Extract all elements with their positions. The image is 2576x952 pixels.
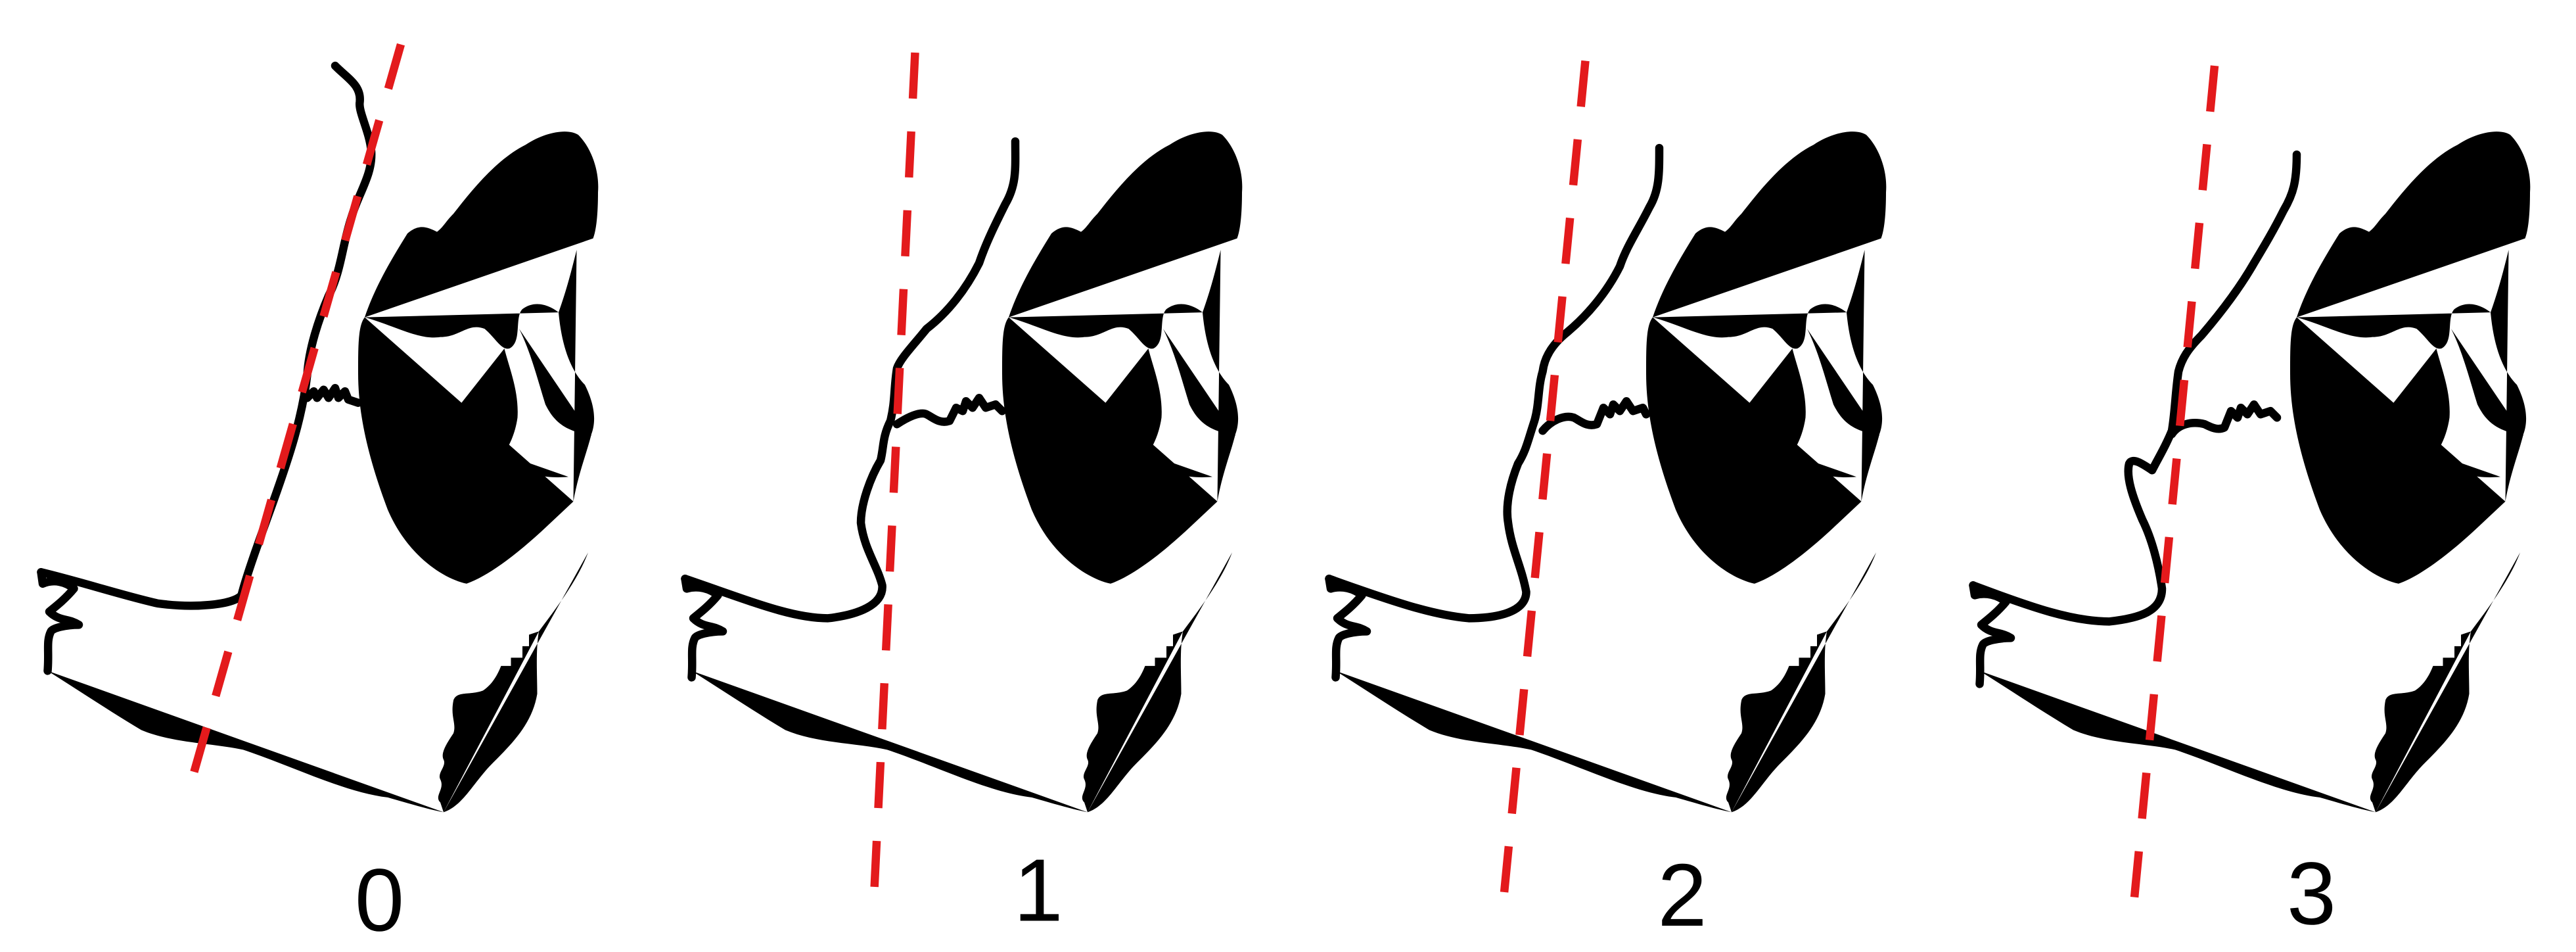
- panel-2-label: 2: [1657, 845, 1707, 945]
- panel-2-outline: [1325, 131, 1887, 813]
- panel-2-reference-line: [1499, 60, 1590, 903]
- panel-3-outline: [1969, 131, 2531, 813]
- panel-3: 3: [1969, 65, 2531, 943]
- panel-2: 2: [1325, 60, 1887, 945]
- panel-0-label: 0: [355, 850, 404, 949]
- panel-1-reference-line: [869, 52, 919, 897]
- panel-1-label: 1: [1013, 840, 1063, 940]
- panel-3-label: 3: [2287, 844, 2336, 943]
- panel-0-outline: [37, 61, 599, 813]
- panel-1: 1: [681, 52, 1243, 940]
- panel-1-outline: [681, 131, 1243, 813]
- panel-0: 0: [37, 43, 599, 949]
- panel-3-reference-line: [2130, 65, 2219, 902]
